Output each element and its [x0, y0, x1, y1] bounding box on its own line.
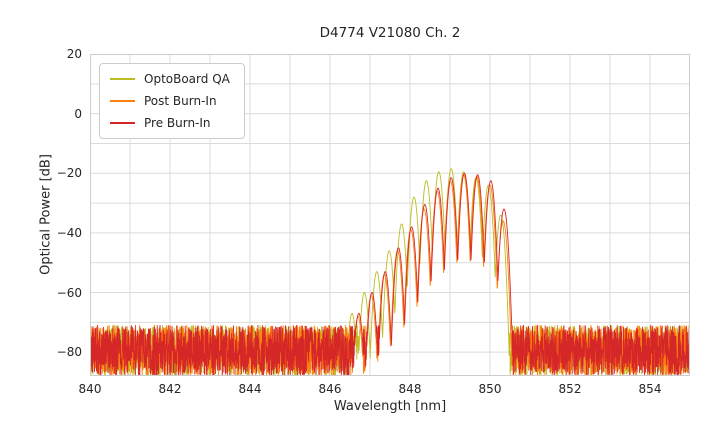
legend-label: Post Burn-In — [144, 94, 217, 108]
x-tick-label: 844 — [238, 382, 262, 396]
y-tick-label: −60 — [56, 285, 82, 300]
x-tick-label: 854 — [638, 382, 662, 396]
y-tick-label: −20 — [56, 166, 82, 181]
legend-line-swatch — [110, 78, 135, 80]
x-tick-label: 848 — [398, 382, 422, 396]
legend-line-swatch — [110, 122, 135, 124]
legend: OptoBoard QA Post Burn-In Pre Burn-In — [99, 63, 245, 139]
y-tick-label: 20 — [66, 47, 82, 61]
plot-area: OptoBoard QA Post Burn-In Pre Burn-In — [90, 54, 690, 376]
x-tick-label: 840 — [78, 382, 102, 396]
legend-item-optoboard-qa: OptoBoard QA — [110, 72, 230, 86]
x-tick-label: 842 — [158, 382, 182, 396]
y-tick-label: −80 — [56, 345, 82, 360]
x-tick-label: 852 — [558, 382, 582, 396]
chart-title: D4774 V21080 Ch. 2 — [319, 25, 461, 41]
legend-item-post-burn-in: Post Burn-In — [110, 94, 230, 108]
legend-label: OptoBoard QA — [144, 72, 230, 86]
x-tick-label: 850 — [478, 382, 502, 396]
x-tick-label: 846 — [318, 382, 342, 396]
legend-line-swatch — [110, 100, 135, 102]
legend-item-pre-burn-in: Pre Burn-In — [110, 116, 230, 130]
y-tick-label: 0 — [74, 106, 82, 121]
y-tick-label: −40 — [56, 225, 82, 240]
legend-label: Pre Burn-In — [144, 116, 211, 130]
y-axis-label: Optical Power [dB] — [38, 154, 54, 275]
x-axis-label: Wavelength [nm] — [333, 399, 447, 414]
